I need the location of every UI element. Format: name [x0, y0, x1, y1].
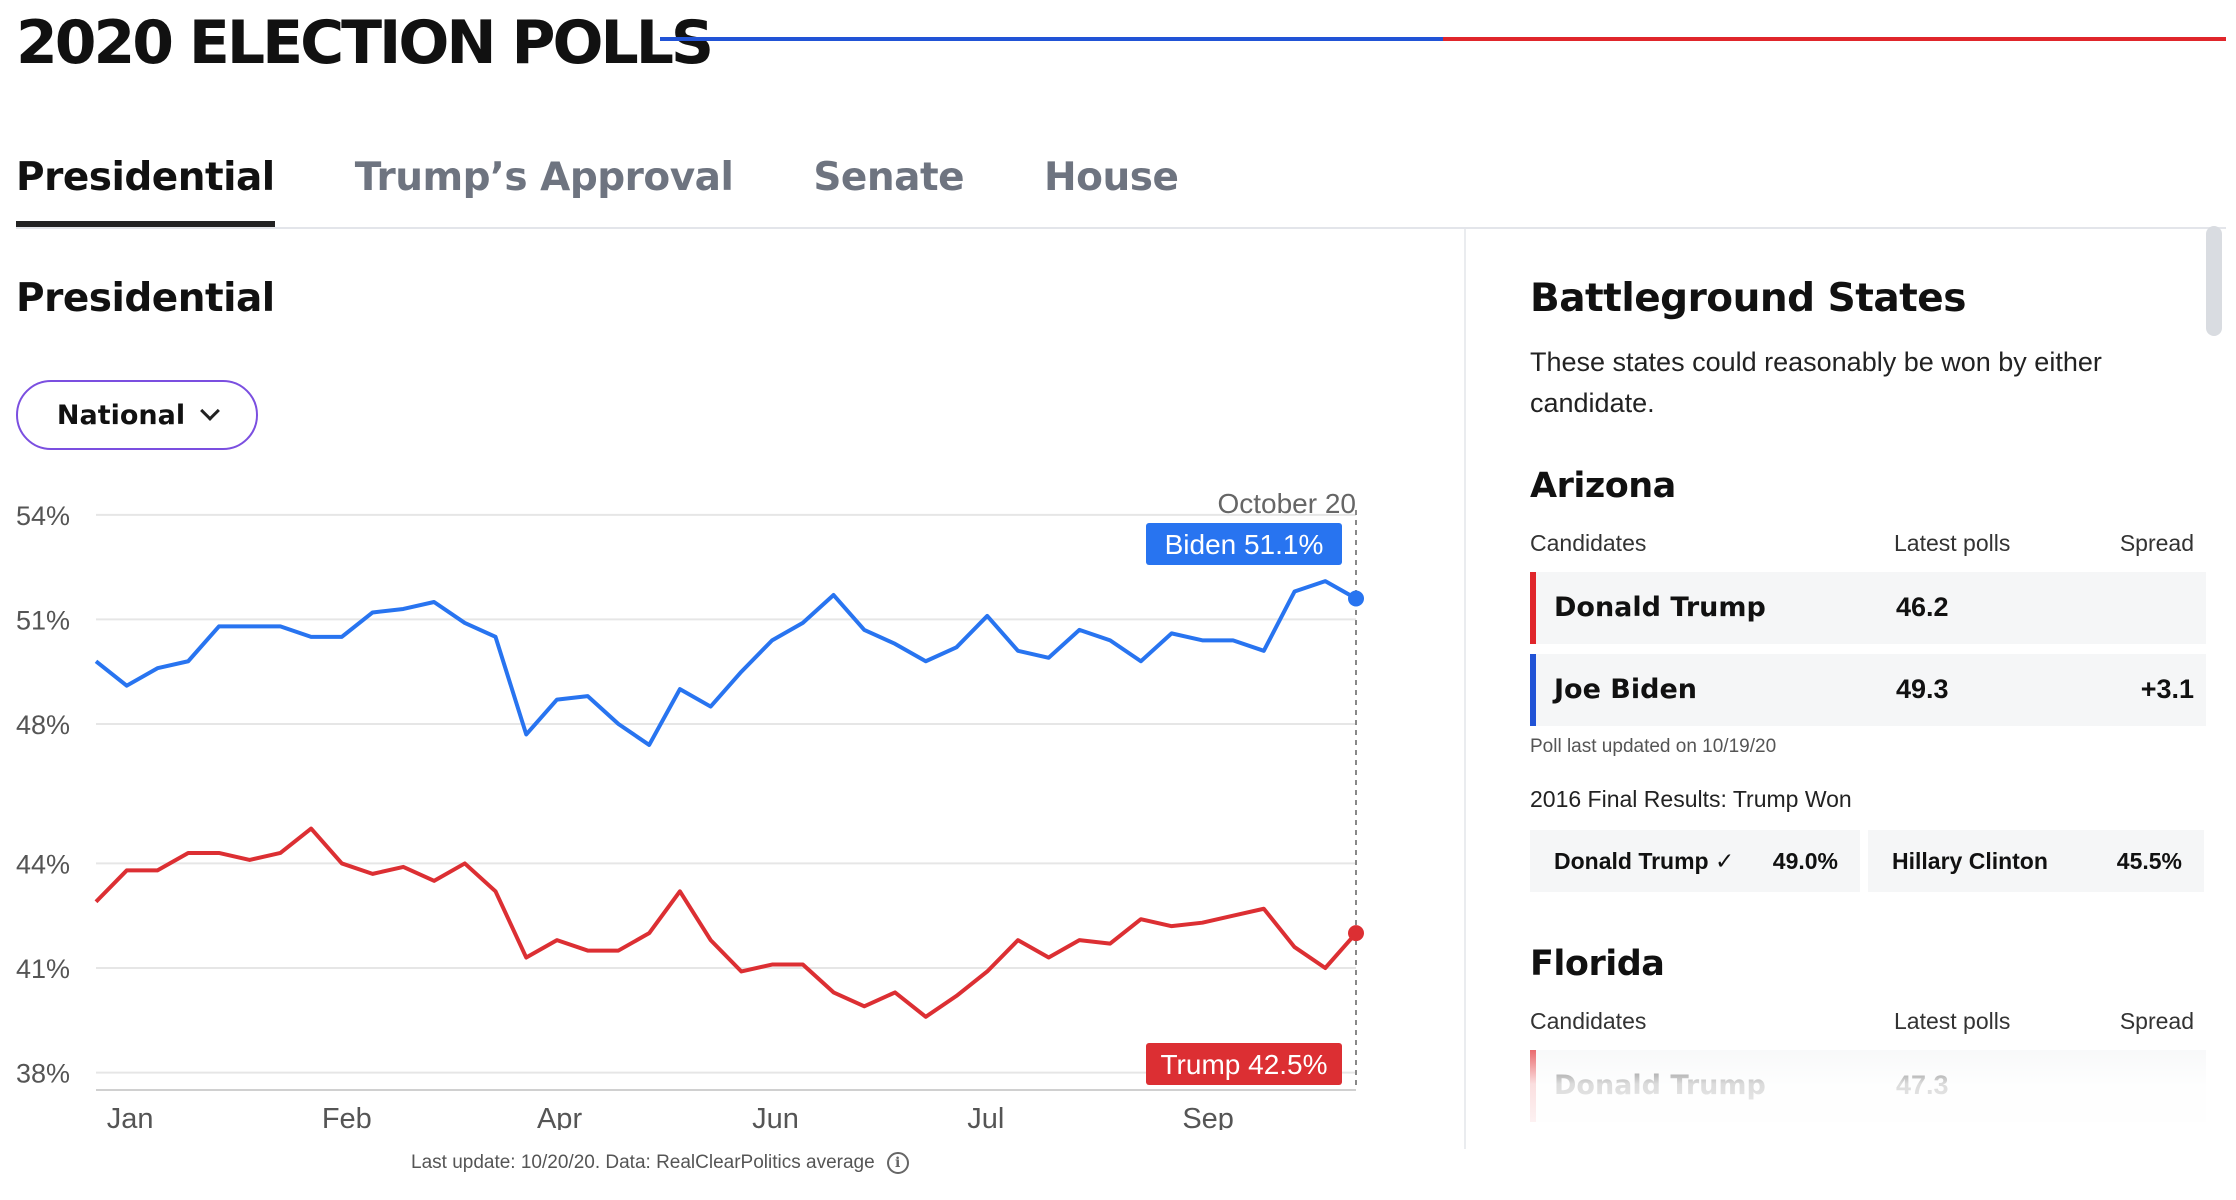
series-end-label: Trump 42.5%: [1160, 1049, 1327, 1080]
chevron-down-icon: [200, 401, 221, 421]
info-icon[interactable]: i: [886, 1152, 909, 1174]
candidate-row-trump: Donald Trump 46.2: [1530, 572, 2206, 644]
candidate-name: Donald Trump: [1554, 592, 1766, 623]
series-end-badge: [1146, 523, 1342, 565]
poll-line-chart: 38% 41% 44% 48% 51% 54% Jan Feb Apr Jun Jul Sep Octo…: [16, 488, 1364, 1130]
series-line-trump: [94, 826, 1358, 1019]
final-result-trump: Donald Trump ✓ 49.0%: [1530, 830, 1860, 892]
scrollbar[interactable]: [2206, 226, 2222, 336]
series-end-badge: [1146, 1043, 1342, 1085]
title-rule-blue: [660, 37, 1443, 41]
section-title: Presidential: [16, 276, 275, 321]
candidate-row-biden: Joe Biden 49.3 +3.1: [1530, 654, 2206, 726]
candidate-poll: 46.2: [1896, 592, 1949, 622]
y-tick-label: 44%: [16, 849, 70, 879]
x-tick-label: Sep: [1182, 1103, 1234, 1130]
tab-trumps-approval[interactable]: Trump’s Approval: [354, 155, 734, 200]
header-candidates: Candidates: [1530, 1008, 1647, 1034]
final-candidate-value: 49.0%: [1772, 848, 1838, 874]
final-result-clinton: Hillary Clinton 45.5%: [1868, 830, 2204, 892]
header-spread: Spread: [2119, 1008, 2194, 1034]
header-latest-polls: Latest polls: [1894, 1008, 2011, 1034]
panel-divider: [1464, 229, 1466, 1149]
state-florida: Florida Candidates Latest polls Spread D…: [1530, 944, 2206, 1132]
series-end-label: Biden 51.1%: [1165, 529, 1324, 560]
candidate-poll: 47.3: [1896, 1070, 1949, 1100]
x-tick-label: Jul: [967, 1103, 1004, 1130]
dropdown-value: National: [56, 399, 186, 431]
title-rule-red: [1443, 37, 2226, 41]
region-dropdown[interactable]: National: [16, 380, 258, 450]
header-spread: Spread: [2119, 530, 2194, 556]
tabs-divider: [16, 227, 2226, 229]
final-candidate-value: 45.5%: [2116, 848, 2182, 874]
y-tick-label: 41%: [16, 954, 70, 984]
page-title: 2020 ELECTION POLLS: [16, 8, 714, 78]
battleground-description: These states could reasonably be won by …: [1530, 347, 2102, 418]
poll-updated: Poll last updated on 10/19/20: [1530, 736, 1777, 757]
y-tick-label: 48%: [16, 710, 70, 740]
battleground-title: Battleground States: [1530, 276, 1966, 321]
tab-senate[interactable]: Senate: [813, 155, 965, 200]
chart-footnote: Last update: 10/20/20. Data: RealClearPo…: [411, 1152, 909, 1174]
candidate-poll: 49.3: [1896, 674, 1949, 704]
header-candidates: Candidates: [1530, 530, 1647, 556]
page-header: 2020 ELECTION POLLS: [16, 0, 2226, 80]
tab-presidential[interactable]: Presidential: [16, 140, 275, 228]
state-name: Florida: [1530, 944, 1665, 984]
final-results: Donald Trump ✓ 49.0% Hillary Clinton 45.…: [1530, 830, 2206, 892]
x-tick-label: Jan: [107, 1103, 154, 1130]
x-tick-label: Feb: [322, 1103, 372, 1130]
tab-house[interactable]: House: [1044, 155, 1179, 200]
title-rule: [660, 37, 2226, 41]
data-point-trump: [1348, 925, 1364, 942]
final-results-label: 2016 Final Results: Trump Won: [1530, 786, 1852, 812]
tab-bar: Presidential Trump’s Approval Senate Hou…: [16, 140, 1258, 228]
y-tick-label: 54%: [16, 501, 70, 531]
header-latest-polls: Latest polls: [1894, 530, 2011, 556]
state-arizona: Arizona Candidates Latest polls Spread D…: [1530, 466, 2206, 892]
presidential-panel: Presidential National 38% 41% 44% 48% 51% 54%…: [16, 230, 1456, 1200]
final-name-text: Donald Trump: [1554, 848, 1709, 874]
x-tick-label: Apr: [537, 1103, 582, 1130]
y-tick-label: 38%: [16, 1059, 70, 1089]
final-candidate-name: Hillary Clinton: [1892, 848, 2048, 874]
final-candidate-name: Donald Trump ✓: [1554, 848, 1734, 875]
y-tick-label: 51%: [16, 605, 70, 635]
series-line-biden: [94, 579, 1357, 747]
battleground-panel: Battleground States These states could r…: [1530, 230, 2206, 1150]
data-point-biden: [1348, 590, 1364, 607]
current-date-label: October 20: [1217, 488, 1356, 519]
candidate-name: Joe Biden: [1554, 674, 1698, 705]
state-name: Arizona: [1530, 466, 1676, 506]
column-headers: Candidates Latest polls Spread: [1530, 994, 2206, 1050]
candidate-row-trump: Donald Trump 47.3: [1530, 1050, 2206, 1122]
candidate-spread: +3.1: [2140, 674, 2194, 704]
footnote-text: Last update: 10/20/20. Data: RealClearPo…: [411, 1152, 875, 1173]
candidate-name: Donald Trump: [1554, 1070, 1766, 1101]
x-tick-label: Jun: [752, 1103, 799, 1130]
checkmark-icon: ✓: [1715, 848, 1735, 874]
column-headers: Candidates Latest polls Spread: [1530, 516, 2206, 572]
